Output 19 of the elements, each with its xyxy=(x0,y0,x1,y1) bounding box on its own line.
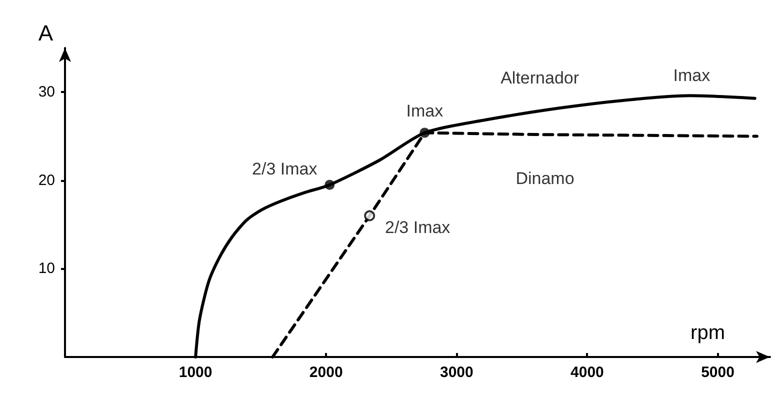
y-axis-title: A xyxy=(38,20,54,46)
x-tick-label: 4000 xyxy=(570,364,604,381)
x-tick-label: 3000 xyxy=(440,364,474,381)
point xyxy=(364,210,376,222)
x-tick-label: 1000 xyxy=(178,364,212,381)
annotation: 2/3 Imax xyxy=(384,218,451,238)
y-tick-label: 20 xyxy=(38,172,55,189)
x-axis-title: rpm xyxy=(690,322,725,344)
annotation: Imax xyxy=(673,66,711,86)
point xyxy=(324,180,335,190)
point xyxy=(420,128,430,138)
annotation: 2/3 Imax xyxy=(252,159,318,178)
text: Dinamo xyxy=(516,169,574,188)
x-tick-label: 5000 xyxy=(701,364,734,381)
y-tick-label: 30 xyxy=(38,84,55,101)
x-tick-label: 2000 xyxy=(309,364,343,381)
annotation: Imax xyxy=(406,101,444,120)
series-label: Alternador xyxy=(500,68,580,88)
y-tick-label: 10 xyxy=(38,260,55,278)
